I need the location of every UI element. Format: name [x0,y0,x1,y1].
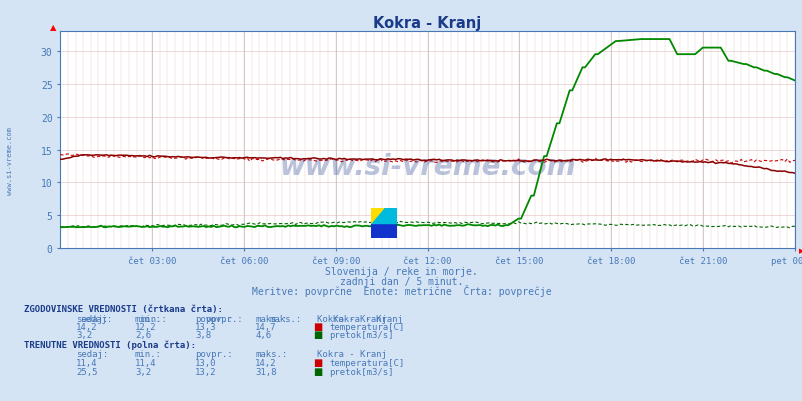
Text: www.si-vreme.com: www.si-vreme.com [279,152,575,180]
Text: Kokra - Kranj: Kokra - Kranj [333,314,403,323]
Text: ZGODOVINSKE VREDNOSTI (črtkana črta):: ZGODOVINSKE VREDNOSTI (črtkana črta): [24,304,223,313]
Text: sedaj:: sedaj: [76,349,108,358]
Text: maks.:: maks.: [255,314,287,323]
Text: 14,2: 14,2 [76,323,98,332]
Polygon shape [371,209,396,223]
Text: povpr.:: povpr.: [205,314,242,323]
Text: 11,4: 11,4 [76,358,98,367]
Text: temperatura[C]: temperatura[C] [329,358,404,367]
Text: 3,2: 3,2 [76,331,92,340]
Text: ■: ■ [313,366,322,376]
Text: min.:: min.: [135,314,161,323]
Text: 13,2: 13,2 [195,367,217,376]
Text: pretok[m3/s]: pretok[m3/s] [329,367,393,376]
Text: min.:: min.: [135,349,161,358]
Text: pretok[m3/s]: pretok[m3/s] [329,331,393,340]
Text: ▶: ▶ [798,248,802,254]
Text: 3,2: 3,2 [135,367,151,376]
Polygon shape [371,209,383,223]
Text: maks.:: maks.: [269,314,301,323]
Polygon shape [383,209,396,223]
Text: ▲: ▲ [50,23,56,32]
Text: 13,0: 13,0 [195,358,217,367]
Text: 14,7: 14,7 [255,323,277,332]
Polygon shape [371,209,383,223]
Text: ■: ■ [313,330,322,340]
Text: 4,6: 4,6 [255,331,271,340]
Text: Slovenija / reke in morje.: Slovenija / reke in morje. [325,267,477,277]
Text: ■: ■ [313,357,322,367]
Text: povpr.:: povpr.: [195,349,233,358]
Text: sedaj:: sedaj: [80,314,112,323]
Polygon shape [371,223,396,239]
Text: TRENUTNE VREDNOSTI (polna črta):: TRENUTNE VREDNOSTI (polna črta): [24,339,196,349]
Text: www.si-vreme.com: www.si-vreme.com [6,126,13,194]
Text: zadnji dan / 5 minut.: zadnji dan / 5 minut. [339,277,463,287]
Text: Kokra - Kranj: Kokra - Kranj [317,349,387,358]
Text: Meritve: povprčne  Enote: metrične  Črta: povprečje: Meritve: povprčne Enote: metrične Črta: … [251,285,551,297]
Text: povpr.:: povpr.: [195,314,233,323]
Text: 2,6: 2,6 [135,331,151,340]
Text: 14,2: 14,2 [255,358,277,367]
Text: sedaj:: sedaj: [76,314,108,323]
Text: min.:: min.: [140,314,167,323]
Text: 13,3: 13,3 [195,323,217,332]
Text: 25,5: 25,5 [76,367,98,376]
Text: ■: ■ [313,322,322,332]
Text: temperatura[C]: temperatura[C] [329,323,404,332]
Title: Kokra - Kranj: Kokra - Kranj [373,16,481,31]
Text: 12,2: 12,2 [135,323,156,332]
Text: maks.:: maks.: [255,349,287,358]
Text: Kokra - Kranj: Kokra - Kranj [317,314,387,323]
Text: 11,4: 11,4 [135,358,156,367]
Text: 31,8: 31,8 [255,367,277,376]
Text: 3,8: 3,8 [195,331,211,340]
